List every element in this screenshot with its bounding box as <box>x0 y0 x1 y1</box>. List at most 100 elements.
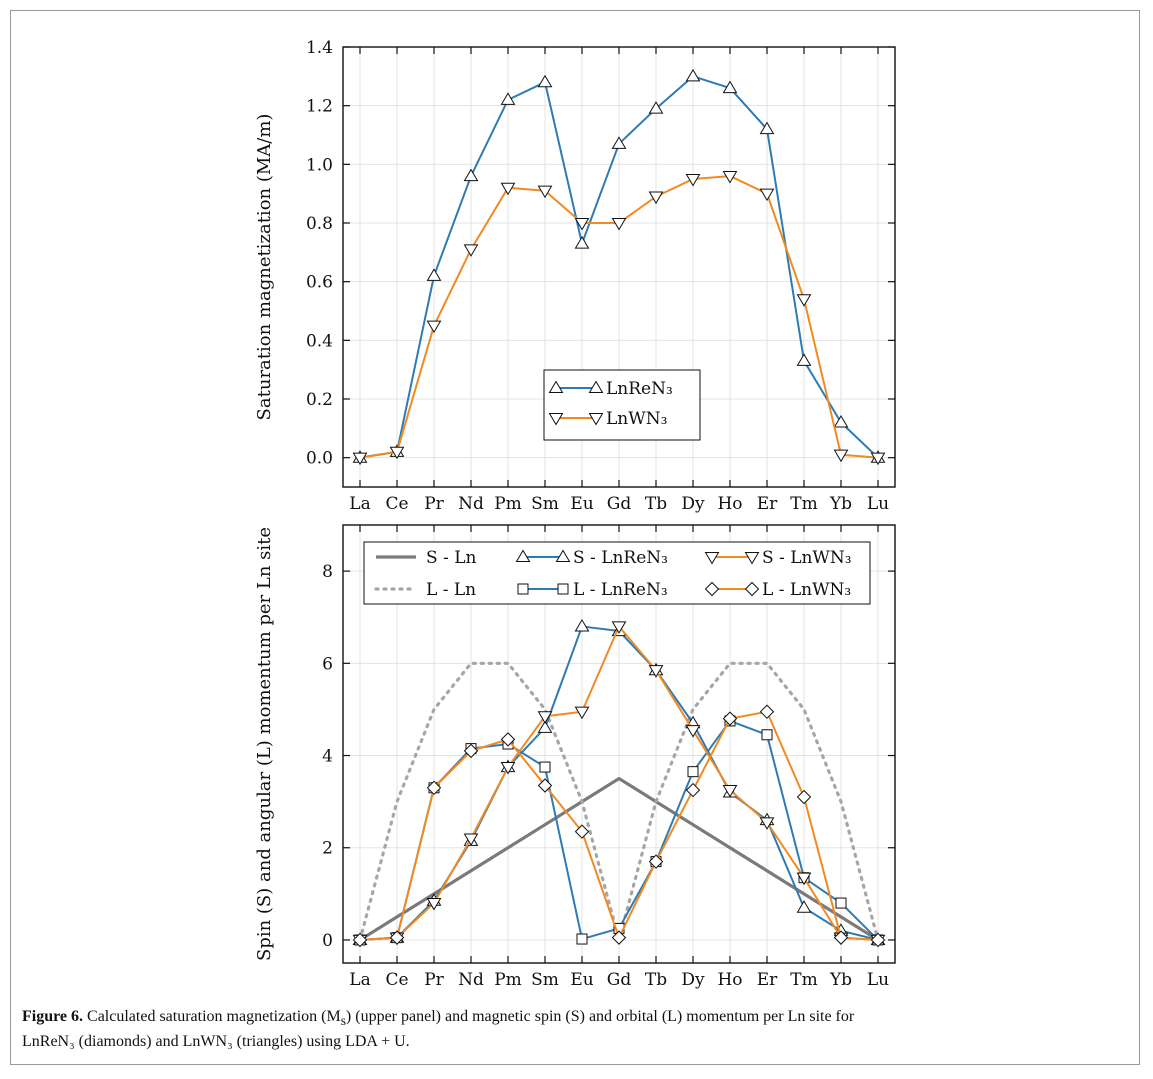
data-point <box>722 171 738 184</box>
x-tick-label: Ho <box>717 494 742 514</box>
x-tick-label: Lu <box>867 970 889 990</box>
data-point <box>352 452 368 466</box>
legend-marker <box>704 581 720 597</box>
data-point <box>796 294 812 307</box>
data-point <box>574 618 590 632</box>
chart-panel-2: 0 2 4 6 8 La Ce Pr Nd Pm Sm Eu Gd Tb Dy Ho Er Tm Yb Lu Spin … <box>254 524 896 990</box>
y-tick-label: 8 <box>322 562 333 582</box>
data-point <box>426 780 442 796</box>
data-point <box>685 173 701 187</box>
legend-label: L - LnWN₃ <box>762 580 851 600</box>
data-point <box>463 833 479 847</box>
legend-marker <box>588 380 604 394</box>
y-tick-label: 1.0 <box>306 155 333 175</box>
data-point <box>833 930 849 945</box>
legend-marker <box>548 412 564 426</box>
x-tick-label: Sm <box>531 494 559 514</box>
data-point <box>574 236 590 249</box>
data-point <box>537 778 553 793</box>
data-point <box>574 824 590 839</box>
data-point <box>537 711 553 724</box>
x-tick-label: Eu <box>570 494 593 514</box>
data-point <box>389 446 405 460</box>
legend-marker <box>515 549 531 563</box>
x-tick-label: Lu <box>867 494 889 514</box>
x-tick-label: Gd <box>607 494 632 514</box>
x-tick-label: Dy <box>681 494 705 514</box>
legend-label: LnWN₃ <box>606 409 667 429</box>
data-point <box>426 320 442 334</box>
legend: S - Ln L - Ln S - LnReN₃ L - LnReN₃ S - LnWN… <box>363 541 871 605</box>
data-point <box>611 621 627 634</box>
caption-label: Figure 6. <box>22 1008 84 1025</box>
data-point <box>463 244 479 257</box>
legend-marker <box>744 551 760 565</box>
caption-sub: s <box>340 1013 346 1029</box>
data-point <box>611 136 627 149</box>
figure-canvas: 0.0 0.2 0.4 0.6 0.8 1.0 1.2 1.4 La Ce Pr Nd Pm Sm Eu Gd… <box>254 38 896 990</box>
x-tick-label: Yb <box>829 494 852 514</box>
legend-marker <box>704 551 720 565</box>
legend-marker <box>555 549 571 563</box>
x-tick-label: Ho <box>717 970 742 990</box>
legend-label: S - LnReN₃ <box>573 548 668 568</box>
x-tick-label: Gd <box>607 970 632 990</box>
x-tick-label: Nd <box>458 494 484 514</box>
y-tick-label: 0.6 <box>306 273 333 293</box>
data-point <box>463 743 479 759</box>
y-tick-label: 0.0 <box>306 449 333 469</box>
data-point <box>576 933 588 945</box>
legend-marker <box>588 412 604 426</box>
y-tick-label: 4 <box>322 747 333 767</box>
data-point <box>796 872 812 886</box>
data-point <box>389 930 405 945</box>
x-tick-label: Ce <box>385 494 408 514</box>
y-tick-label: 0 <box>322 931 333 951</box>
data-point <box>500 92 516 105</box>
data-point <box>426 268 442 281</box>
data-point <box>648 854 664 869</box>
legend-label: L - Ln <box>426 580 476 600</box>
legend-box <box>363 541 871 605</box>
legend-marker <box>517 583 529 595</box>
x-tick-label: Tm <box>790 494 817 514</box>
data-point <box>833 414 849 428</box>
x-tick-label: Tb <box>645 494 667 514</box>
legend: LnReN₃ LnWN₃ <box>543 369 701 441</box>
data-point <box>574 217 590 231</box>
data-point <box>648 101 664 114</box>
legend-label: LnReN₃ <box>606 379 673 399</box>
data-point <box>687 766 699 778</box>
y-axis-label: Spin (S) and angular (L) momentum per Ln… <box>254 527 275 961</box>
caption-text-1: Calculated saturation magnetization (M <box>83 1008 341 1025</box>
y-tick-label: 0.4 <box>306 331 333 351</box>
caption-text-2: LnReN₃ (diamonds) and LnWN₃ (triangles) … <box>22 1033 410 1051</box>
data-point <box>574 706 590 720</box>
data-point <box>685 68 701 82</box>
data-point <box>500 762 516 775</box>
data-point <box>537 74 553 88</box>
data-point <box>611 217 627 231</box>
data-point <box>463 168 479 182</box>
data-point <box>722 711 738 726</box>
y-tick-label: 0.8 <box>306 214 333 234</box>
series-line <box>359 776 879 942</box>
data-point <box>833 449 849 463</box>
legend-label: S - Ln <box>426 548 476 568</box>
legend-label: L - LnReN₃ <box>573 580 668 600</box>
data-point <box>722 80 738 94</box>
data-point <box>685 782 701 798</box>
caption-text-1b: ) (upper panel) and magnetic spin (S) an… <box>345 1008 855 1025</box>
y-axis-label: Saturation magnetization (MA/m) <box>254 114 275 421</box>
data-point <box>537 720 553 733</box>
y-tick-label: 1.2 <box>306 97 333 117</box>
data-point <box>426 898 442 911</box>
figure-frame <box>10 10 1140 1065</box>
data-point <box>835 897 847 909</box>
x-tick-label: Pm <box>494 494 522 514</box>
y-tick-label: 6 <box>322 654 333 674</box>
data-point <box>759 817 775 830</box>
data-point <box>648 191 664 205</box>
y-tick-label: 1.4 <box>306 38 333 58</box>
data-point <box>500 182 516 196</box>
